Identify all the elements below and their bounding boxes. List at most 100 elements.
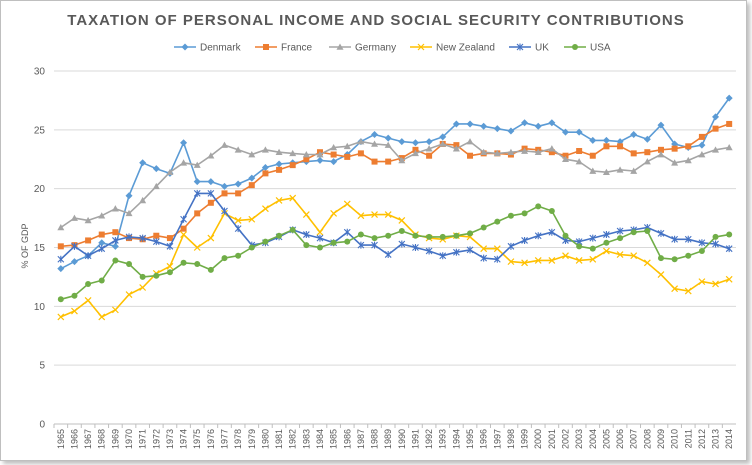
data-point-usa <box>262 238 269 245</box>
data-point-usa <box>480 224 487 231</box>
data-point-usa <box>303 242 310 249</box>
data-point-new-zealand <box>71 307 78 315</box>
legend-label: Germany <box>355 43 396 54</box>
data-point-new-zealand <box>289 194 297 202</box>
data-point-germany <box>439 140 447 147</box>
data-point-france <box>262 170 269 177</box>
data-point-denmark <box>221 182 228 190</box>
data-point-france <box>685 143 692 150</box>
data-point-denmark <box>452 120 460 128</box>
data-point-france <box>603 143 610 150</box>
data-point-uk <box>712 240 719 248</box>
x-tick-label: 2013 <box>711 429 721 449</box>
data-point-germany <box>684 156 692 164</box>
data-point-new-zealand <box>698 278 706 286</box>
data-point-germany <box>589 167 597 174</box>
data-point-germany <box>111 205 119 212</box>
data-point-uk <box>521 236 528 244</box>
data-point-uk <box>71 242 78 250</box>
data-point-germany <box>398 156 406 164</box>
y-axis-ticks: 0 5 10 15 20 25 30 <box>34 67 46 431</box>
data-point-usa <box>330 239 337 246</box>
data-point-new-zealand <box>589 255 597 263</box>
data-point-denmark <box>330 158 338 166</box>
data-point-france <box>589 152 596 159</box>
x-tick-label: 2006 <box>615 429 625 449</box>
data-point-germany <box>466 138 474 145</box>
data-point-germany <box>193 161 201 168</box>
data-point-usa <box>439 233 446 240</box>
x-tick-label: 1992 <box>424 429 434 449</box>
data-point-new-zealand <box>657 271 665 278</box>
data-point-usa <box>521 210 528 217</box>
data-point-usa <box>139 273 146 280</box>
data-point-denmark <box>248 174 256 182</box>
data-point-germany <box>357 138 365 145</box>
x-tick-label: 1971 <box>138 429 148 449</box>
data-point-uk <box>684 235 692 243</box>
x-tick-label: 1996 <box>479 429 489 449</box>
x-tick-label: 1988 <box>370 429 380 449</box>
data-point-uk <box>57 255 65 263</box>
data-point-new-zealand <box>57 313 65 321</box>
data-point-uk <box>439 252 447 260</box>
x-tick-label: 2001 <box>547 429 557 449</box>
data-point-new-zealand <box>111 306 119 314</box>
data-point-germany <box>371 140 379 147</box>
data-point-france <box>671 145 678 152</box>
data-point-denmark <box>534 122 542 130</box>
data-point-germany <box>548 145 556 152</box>
x-tick-label: 2002 <box>561 429 571 449</box>
legend-label: New Zealand <box>436 43 495 54</box>
data-point-denmark <box>602 136 610 144</box>
data-point-usa <box>126 260 133 267</box>
data-point-new-zealand <box>261 205 269 213</box>
data-point-denmark <box>575 128 583 136</box>
data-point-denmark <box>643 135 651 143</box>
data-point-uk <box>316 234 324 242</box>
data-point-denmark <box>125 192 133 200</box>
x-tick-label: 1973 <box>165 429 175 449</box>
data-point-germany <box>234 146 242 153</box>
x-tick-label: 1998 <box>506 429 516 449</box>
x-tick-label: 1999 <box>520 429 530 449</box>
x-tick-label: 1983 <box>301 429 311 449</box>
data-point-france <box>57 243 64 250</box>
data-point-new-zealand <box>684 287 692 295</box>
data-point-france <box>85 237 92 244</box>
data-point-uk <box>425 247 433 255</box>
series-line-germany <box>60 140 730 229</box>
data-point-germany <box>534 148 542 155</box>
data-point-new-zealand <box>302 211 310 218</box>
legend-label: USA <box>590 43 611 54</box>
series-uk <box>57 189 733 263</box>
data-point-denmark <box>521 119 529 127</box>
data-point-france <box>289 162 296 169</box>
data-point-france <box>166 235 173 242</box>
data-point-uk <box>507 242 515 250</box>
x-tick-label: 1966 <box>69 429 79 449</box>
data-point-denmark <box>439 133 447 141</box>
legend-item-new-zealand: New Zealand <box>410 43 495 54</box>
data-point-germany <box>575 158 583 165</box>
data-point-usa <box>603 239 610 246</box>
data-point-uk <box>180 215 187 223</box>
data-point-usa <box>289 226 296 233</box>
legend: Denmark France Germany New Zealand UK USA <box>174 43 611 54</box>
data-point-denmark <box>139 159 147 167</box>
x-tick-label: 1985 <box>329 429 339 449</box>
data-point-denmark <box>70 258 78 266</box>
legend-marker <box>263 44 269 50</box>
x-tick-label: 1972 <box>151 429 161 449</box>
x-tick-label: 2010 <box>670 429 680 449</box>
data-point-germany <box>84 216 92 224</box>
x-tick-label: 2005 <box>601 429 611 449</box>
data-point-uk <box>452 248 460 256</box>
x-tick-label: 1995 <box>465 429 475 449</box>
data-point-germany <box>562 155 569 163</box>
data-point-germany <box>343 142 351 150</box>
data-point-france <box>221 190 228 197</box>
data-point-germany <box>139 196 147 204</box>
series-germany <box>57 138 733 231</box>
data-point-usa <box>644 228 651 235</box>
